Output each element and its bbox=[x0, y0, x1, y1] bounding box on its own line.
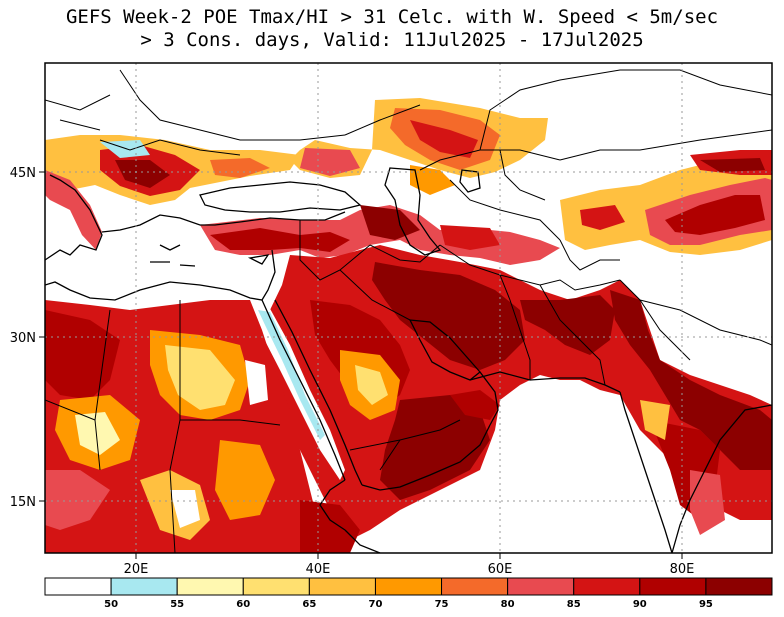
colorbar-level-label: 90 bbox=[633, 599, 647, 610]
colorbar-level-label: 60 bbox=[236, 599, 250, 610]
colorbar-level-label: 70 bbox=[368, 599, 382, 610]
country-borders bbox=[45, 69, 772, 553]
colorbar: 50 55 60 65 70 75 80 85 90 95 bbox=[44, 577, 773, 610]
colorbar-swatch bbox=[441, 577, 509, 596]
lat-label-30n: 30N bbox=[10, 331, 36, 346]
map-frame bbox=[44, 62, 773, 554]
coastlines-and-borders bbox=[45, 167, 772, 553]
colorbar-level-label: 65 bbox=[302, 599, 316, 610]
colorbar-swatch bbox=[507, 577, 575, 596]
colorbar-swatch bbox=[44, 577, 112, 596]
colorbar-swatch bbox=[308, 577, 376, 596]
colorbar-level-label: 85 bbox=[567, 599, 581, 610]
lat-label-45n: 45N bbox=[10, 166, 36, 181]
colorbar-swatch bbox=[176, 577, 244, 596]
colorbar-swatch bbox=[705, 577, 773, 596]
map-title-line-1: GEFS Week-2 POE Tmax/HI > 31 Celc. with … bbox=[65, 6, 719, 28]
lon-label-20e: 20E bbox=[124, 562, 149, 577]
map-title-line-2: > 3 Cons. days, Valid: 11Jul2025 - 17Jul… bbox=[140, 29, 644, 51]
lon-label-80e: 80E bbox=[670, 562, 695, 577]
lat-label-15n: 15N bbox=[10, 495, 36, 510]
colorbar-level-label: 50 bbox=[104, 599, 118, 610]
axis-ticks bbox=[39, 171, 683, 559]
colorbar-swatch bbox=[639, 577, 707, 596]
graticule bbox=[45, 63, 772, 553]
colorbar-swatch bbox=[374, 577, 443, 596]
lon-label-60e: 60E bbox=[488, 562, 513, 577]
colorbar-level-label: 75 bbox=[435, 599, 449, 610]
lon-label-40e: 40E bbox=[306, 562, 331, 577]
probability-field bbox=[45, 98, 772, 553]
colorbar-level-label: 80 bbox=[501, 599, 515, 610]
colorbar-swatch bbox=[110, 577, 178, 596]
colorbar-swatch bbox=[242, 577, 310, 596]
colorbar-level-label: 55 bbox=[170, 599, 184, 610]
colorbar-swatch bbox=[573, 577, 641, 596]
map-plot-area bbox=[45, 63, 772, 553]
colorbar-level-label: 95 bbox=[699, 599, 713, 610]
